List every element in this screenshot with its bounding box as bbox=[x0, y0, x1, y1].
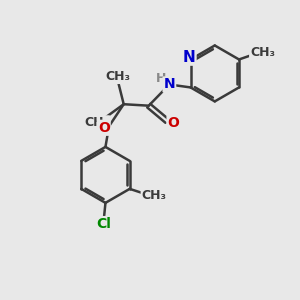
Text: CH₃: CH₃ bbox=[105, 70, 130, 83]
Text: Cl: Cl bbox=[97, 217, 111, 231]
Text: CH₃: CH₃ bbox=[84, 116, 109, 129]
Text: O: O bbox=[167, 116, 179, 130]
Text: N: N bbox=[183, 50, 196, 64]
Text: N: N bbox=[164, 77, 175, 92]
Text: CH₃: CH₃ bbox=[142, 189, 167, 202]
Text: O: O bbox=[98, 121, 109, 135]
Text: CH₃: CH₃ bbox=[250, 46, 275, 59]
Text: H: H bbox=[156, 71, 166, 85]
